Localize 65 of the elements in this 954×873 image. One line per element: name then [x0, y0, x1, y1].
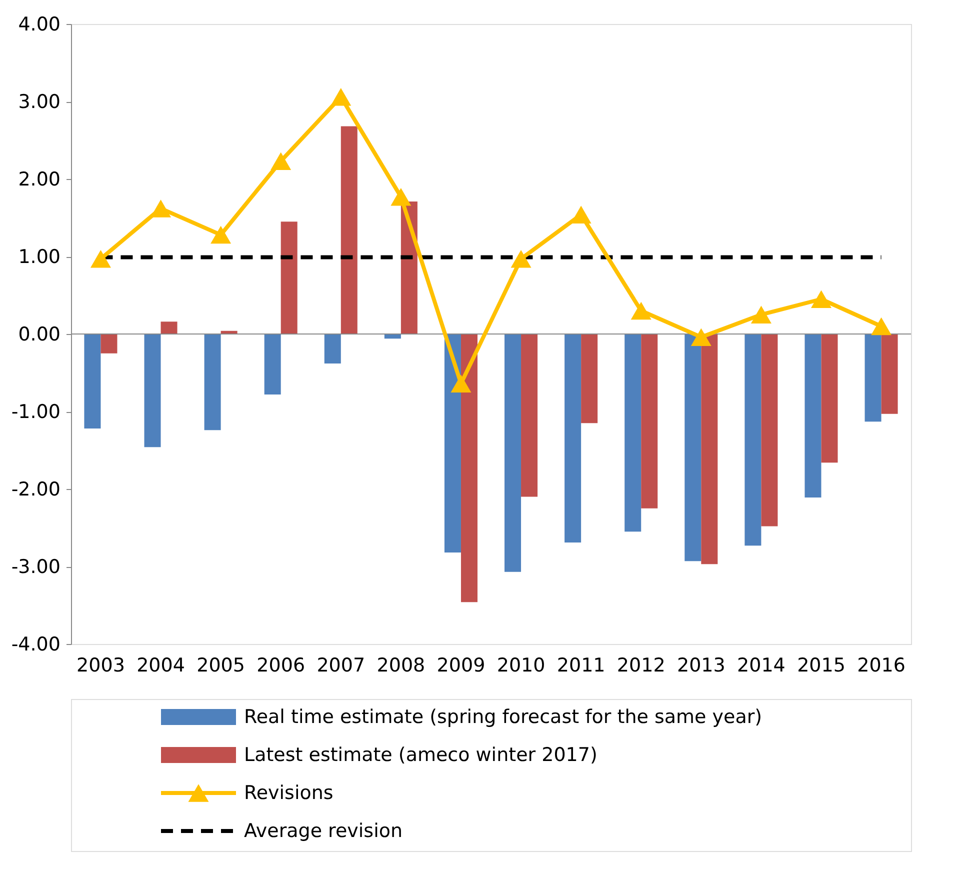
- point: [390, 188, 412, 206]
- bar: [804, 334, 822, 498]
- legend-label: Real time estimate (spring forecast for the same year): [244, 706, 762, 728]
- bar: [504, 334, 522, 572]
- x-tick-label: 2006: [256, 654, 306, 676]
- point: [871, 317, 892, 336]
- bar: [624, 334, 642, 532]
- point: [690, 328, 712, 346]
- y-tick-label: -4.00: [11, 634, 60, 656]
- x-tick-label: 2014: [737, 654, 786, 676]
- bar: [641, 334, 658, 508]
- point: [270, 152, 292, 170]
- x-tick-label: 2013: [676, 654, 726, 676]
- y-tick-label: 3.00: [18, 91, 60, 113]
- x-tick-label: 2007: [316, 654, 366, 676]
- bar: [144, 334, 161, 448]
- point: [450, 374, 472, 392]
- bar: [460, 334, 478, 602]
- point: [330, 88, 352, 106]
- bar: [280, 222, 298, 334]
- bar: [881, 334, 898, 414]
- legend-label: Revisions: [244, 782, 334, 804]
- bar: [821, 334, 838, 463]
- point: [510, 250, 532, 268]
- point: [570, 206, 592, 224]
- x-tick-label: 2005: [196, 654, 245, 676]
- point: [210, 226, 232, 244]
- x-tick-label: 2011: [556, 654, 606, 676]
- y-tick-label: 1.00: [18, 246, 60, 268]
- bar: [444, 334, 461, 553]
- y-tick-label: -3.00: [11, 556, 60, 578]
- bar: [100, 334, 118, 354]
- x-tick-label: 2015: [797, 654, 846, 676]
- bar: [84, 334, 101, 429]
- x-tick-label: 2008: [376, 654, 426, 676]
- x-tick-label: 2009: [436, 654, 486, 676]
- bar: [564, 334, 582, 542]
- y-tick-label: 0.00: [18, 324, 60, 346]
- bar: [324, 334, 341, 364]
- y-tick-label: -1.00: [11, 401, 60, 423]
- y-tick-label: -2.00: [11, 478, 60, 500]
- bar: [204, 334, 221, 430]
- bar: [761, 334, 778, 526]
- x-tick-label: 2003: [76, 654, 125, 676]
- bar: [160, 322, 178, 334]
- x-tick-label: 2012: [616, 654, 666, 676]
- legend-label: Latest estimate (ameco winter 2017): [244, 744, 598, 766]
- legend-label: Average revision: [244, 820, 403, 842]
- x-tick-label: 2016: [857, 654, 906, 676]
- bar: [744, 334, 762, 546]
- point: [90, 250, 111, 268]
- x-tick-label: 2010: [496, 654, 546, 676]
- bar: [701, 334, 718, 564]
- bar: [581, 334, 598, 424]
- y-tick-label: 2.00: [18, 168, 60, 190]
- bar: [684, 334, 702, 562]
- bar: [340, 126, 358, 334]
- bar: [521, 334, 538, 497]
- x-tick-label: 2004: [136, 654, 185, 676]
- y-tick-label: 4.00: [18, 14, 60, 36]
- point: [750, 306, 772, 324]
- point: [810, 290, 832, 308]
- bar: [864, 334, 882, 422]
- point: [630, 302, 652, 320]
- bar: [264, 334, 281, 394]
